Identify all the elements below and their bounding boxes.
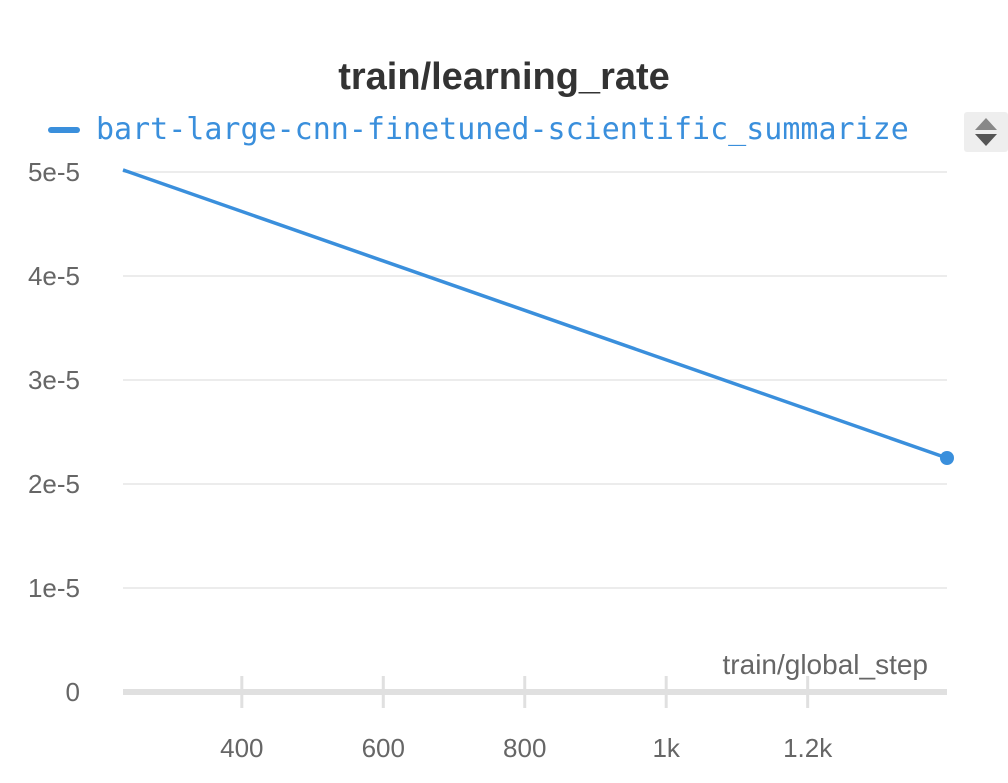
grid-lines	[123, 171, 947, 589]
x-tick-label: 400	[220, 733, 263, 763]
y-tick-label: 3e-5	[28, 365, 80, 395]
y-tick-label: 2e-5	[28, 469, 80, 499]
y-tick-label: 5e-5	[28, 157, 80, 187]
x-tick-label: 800	[503, 733, 546, 763]
x-tick-label: 600	[362, 733, 405, 763]
y-tick-label: 0	[66, 677, 80, 707]
series-layer	[122, 168, 954, 465]
legend: bart-large-cnn-finetuned-scientific_summ…	[48, 112, 909, 147]
x-tick-label: 1k	[652, 733, 680, 763]
series-endpoint-marker[interactable]	[940, 451, 954, 465]
chevron-up-icon[interactable]	[975, 118, 997, 130]
chart-title: train/learning_rate	[338, 56, 670, 98]
x-axis: 400 600 800 1k 1.2k	[123, 676, 947, 763]
x-axis-label: train/global_step	[723, 649, 928, 680]
x-tick-label: 1.2k	[783, 733, 833, 763]
y-tick-label: 4e-5	[28, 261, 80, 291]
series-line[interactable]	[122, 168, 948, 460]
chevron-down-icon[interactable]	[975, 134, 997, 146]
legend-scroll-control[interactable]	[964, 112, 1008, 152]
legend-swatch	[48, 126, 80, 133]
y-axis: 0 1e-5 2e-5 3e-5 4e-5 5e-5	[28, 157, 80, 707]
legend-series-label[interactable]: bart-large-cnn-finetuned-scientific_summ…	[96, 112, 909, 147]
y-tick-label: 1e-5	[28, 573, 80, 603]
